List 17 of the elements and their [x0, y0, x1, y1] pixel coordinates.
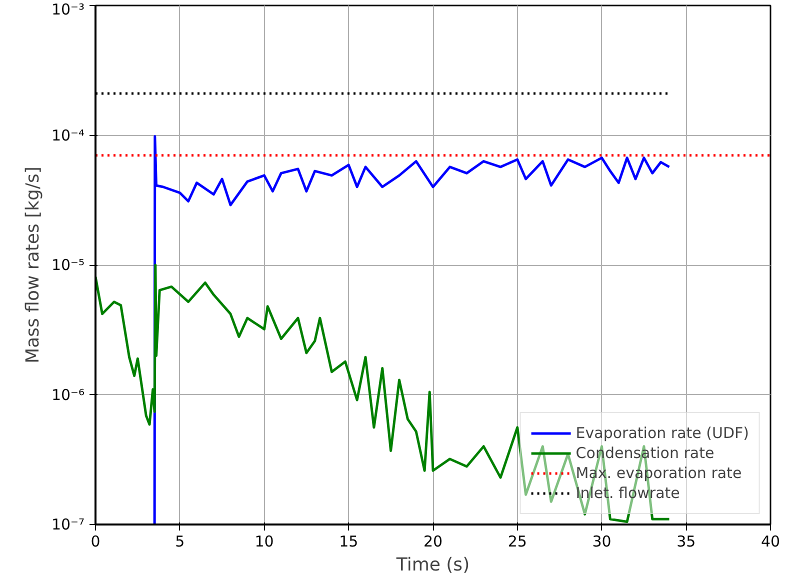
- x-tick-label: 0: [90, 532, 100, 550]
- legend-label: Evaporation rate (UDF): [576, 424, 749, 442]
- x-axis-title: Time (s): [395, 554, 470, 576]
- x-tick-label: 35: [676, 532, 696, 550]
- y-tick-label: 10⁻⁴: [51, 126, 85, 144]
- x-tick-label: 30: [592, 532, 612, 550]
- x-tick-label: 10: [254, 532, 274, 550]
- y-tick-label: 10⁻⁶: [51, 386, 85, 404]
- y-tick-label: 10⁻⁷: [51, 516, 85, 534]
- x-tick-label: 15: [339, 532, 358, 550]
- y-axis-title: Mass flow rates [kg/s]: [22, 166, 44, 364]
- x-tick-label: 40: [760, 532, 780, 550]
- x-tick-label: 20: [423, 532, 443, 550]
- x-tick-label: 25: [508, 532, 527, 550]
- y-tick-label: 10⁻⁵: [51, 256, 85, 274]
- x-tick-label: 5: [175, 532, 185, 550]
- y-tick-label: 10⁻³: [51, 0, 85, 18]
